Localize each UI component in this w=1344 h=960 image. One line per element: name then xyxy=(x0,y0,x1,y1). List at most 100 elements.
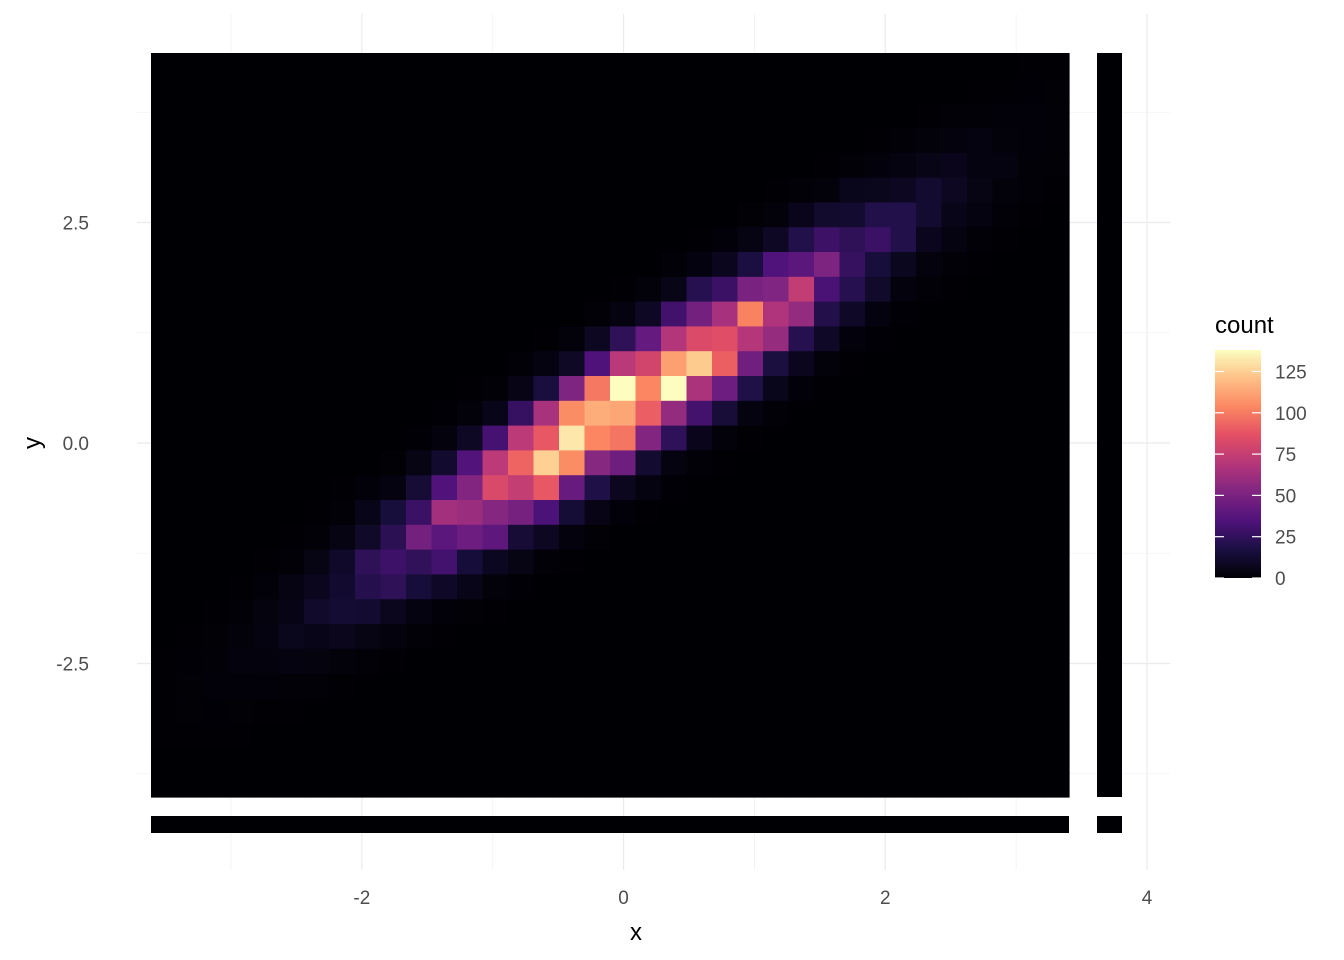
heatmap-cell xyxy=(457,449,484,476)
heatmap-cell xyxy=(686,425,713,451)
heatmap-cell xyxy=(304,722,331,748)
heatmap-cell xyxy=(355,350,382,376)
heatmap-cell xyxy=(788,573,815,600)
heatmap-cell xyxy=(380,375,407,401)
heatmap-cell xyxy=(508,177,535,203)
heatmap-cell xyxy=(457,276,484,302)
heatmap-cell xyxy=(533,648,560,674)
heatmap-cell xyxy=(508,226,535,252)
heatmap-cell xyxy=(865,648,892,674)
heatmap-cell xyxy=(227,499,254,525)
heatmap-cell xyxy=(967,152,994,178)
heatmap-cell xyxy=(482,573,509,600)
heatmap-cell xyxy=(763,375,790,401)
heatmap-cell xyxy=(890,201,917,228)
heatmap-cell xyxy=(202,127,229,153)
heatmap-cell xyxy=(253,623,280,649)
heatmap-cell xyxy=(176,722,203,748)
heatmap-cell xyxy=(941,251,968,277)
heatmap-cell xyxy=(406,722,433,748)
heatmap-cell xyxy=(431,474,458,500)
heatmap-cell xyxy=(839,673,866,699)
heatmap-cell xyxy=(329,573,356,600)
heatmap-cell xyxy=(202,623,229,649)
heatmap-cell xyxy=(661,152,688,178)
heatmap-cell xyxy=(865,350,892,376)
heatmap-cell xyxy=(253,425,280,451)
x-tick-label: -2 xyxy=(353,888,370,909)
heatmap-cell xyxy=(1043,177,1070,203)
heatmap-cell xyxy=(176,251,203,277)
heatmap-cell xyxy=(967,573,994,600)
heatmap-cell xyxy=(661,301,688,327)
heatmap-cell xyxy=(992,102,1019,128)
axis-labels: -2 0 2 4 -2.5 0.0 2.5 xyxy=(56,214,1152,910)
heatmap-cell xyxy=(712,201,739,228)
heatmap-cell xyxy=(737,499,764,525)
y-tick-label: 0.0 xyxy=(63,434,89,455)
heatmap-cell xyxy=(431,623,458,649)
heatmap-cell xyxy=(559,177,586,203)
heatmap-cell xyxy=(839,400,866,426)
heatmap-cell xyxy=(865,226,892,252)
heatmap-cell xyxy=(661,598,688,624)
heatmap-cell xyxy=(916,747,943,773)
heatmap-cell xyxy=(916,276,943,302)
heatmap-cell xyxy=(559,53,586,79)
heatmap-cell xyxy=(788,301,815,327)
heatmap-cell xyxy=(278,226,305,252)
heatmap-cell xyxy=(329,598,356,624)
heatmap-cell xyxy=(253,152,280,178)
heatmap-cell xyxy=(355,549,382,575)
heatmap-cell xyxy=(304,648,331,674)
heatmap-cell xyxy=(788,53,815,79)
heatmap-cell xyxy=(992,499,1019,525)
heatmap-cell xyxy=(482,772,509,798)
heatmap-cell xyxy=(661,425,688,451)
heatmap-cell xyxy=(253,301,280,327)
heatmap-cell xyxy=(431,325,458,352)
heatmap-cell xyxy=(610,102,637,128)
heatmap-cell xyxy=(380,673,407,699)
heatmap-cell xyxy=(151,747,178,773)
heatmap-cell xyxy=(406,152,433,178)
legend-tick-label: 50 xyxy=(1275,486,1296,507)
heatmap-cell xyxy=(967,251,994,277)
heatmap-cell xyxy=(329,549,356,575)
heatmap-cell xyxy=(482,53,509,79)
heatmap-cell xyxy=(584,623,611,649)
heatmap-cell xyxy=(661,449,688,476)
heatmap-cell xyxy=(712,623,739,649)
heatmap-cell xyxy=(712,127,739,153)
heatmap-cell xyxy=(355,177,382,203)
heatmap-cell xyxy=(890,474,917,500)
heatmap-cell xyxy=(737,673,764,699)
heatmap-cell xyxy=(686,102,713,128)
heatmap-cell xyxy=(941,375,968,401)
heatmap-cell xyxy=(559,747,586,773)
heatmap-cell xyxy=(380,177,407,203)
heatmap-cell xyxy=(355,425,382,451)
heatmap-cell xyxy=(916,425,943,451)
heatmap-cell xyxy=(406,772,433,798)
heatmap-cell xyxy=(406,697,433,724)
heatmap-cell xyxy=(355,102,382,128)
heatmap-cell xyxy=(610,772,637,798)
heatmap-cell xyxy=(712,350,739,376)
heatmap-cell xyxy=(1043,226,1070,252)
heatmap-cell xyxy=(890,276,917,302)
heatmap-cell xyxy=(559,598,586,624)
heatmap-cell xyxy=(865,474,892,500)
heatmap-cell xyxy=(686,325,713,352)
heatmap-cell xyxy=(329,226,356,252)
heatmap-cell xyxy=(1018,499,1045,525)
heatmap-cell xyxy=(967,201,994,228)
heatmap-cell xyxy=(635,673,662,699)
heatmap-cell xyxy=(763,53,790,79)
heatmap-cell xyxy=(406,201,433,228)
heatmap-cell xyxy=(151,573,178,600)
heatmap-cell xyxy=(635,152,662,178)
heatmap-cell xyxy=(839,251,866,277)
heatmap-cell xyxy=(380,697,407,724)
heatmap-cell xyxy=(355,697,382,724)
